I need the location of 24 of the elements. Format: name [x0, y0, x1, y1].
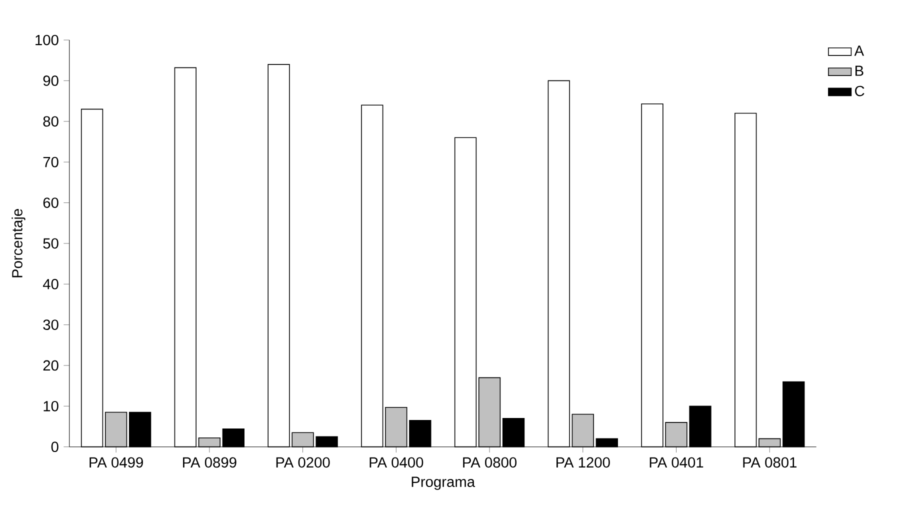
y-tick-label: 60	[43, 197, 58, 208]
x-tick-label: PA 0801	[743, 457, 796, 468]
y-tick-label: 70	[43, 156, 58, 168]
y-tick-label: 90	[43, 75, 58, 86]
x-tick-label: PA 0200	[276, 457, 330, 468]
y-axis-title: Porcentaje	[12, 208, 26, 278]
y-tick-label: 50	[43, 238, 58, 249]
legend-label: C	[855, 86, 864, 96]
legend-label: A	[854, 46, 864, 56]
y-tick-label: 40	[42, 278, 58, 290]
y-tick-label: 80	[43, 116, 58, 126]
x-tick-label: PA 0499	[90, 457, 143, 468]
y-tick-label: 0	[51, 442, 58, 452]
y-tick-label: 100	[36, 34, 58, 46]
x-tick-label: PA 0401	[650, 457, 704, 468]
legend-label: B	[855, 66, 864, 76]
x-tick-label: PA 1200	[556, 457, 610, 468]
x-axis-title: Programa	[412, 476, 476, 490]
y-tick-label: 10	[44, 400, 58, 412]
y-tick-label: 30	[43, 320, 58, 330]
y-tick-label: 20	[43, 360, 58, 371]
x-tick-label: PA 0400	[370, 457, 424, 468]
x-tick-label: PA 0899	[183, 457, 236, 468]
x-tick-label: PA 0800	[463, 457, 517, 468]
